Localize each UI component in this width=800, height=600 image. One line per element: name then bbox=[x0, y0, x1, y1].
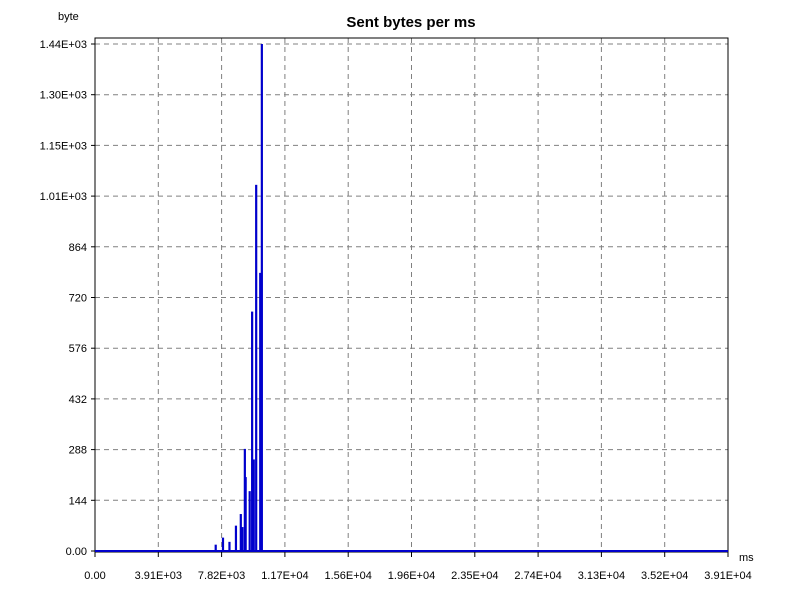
x-axis: 0.00 3.91E+03 7.82E+03 1.17E+04 1.56E+04 1.96… bbox=[84, 552, 752, 582]
x-tick-label: 2.35E+04 bbox=[451, 570, 498, 582]
x-tick-label: 3.13E+04 bbox=[578, 570, 625, 582]
x-tick-label: 3.52E+04 bbox=[641, 570, 688, 582]
y-tick-label: 1.30E+03 bbox=[40, 90, 87, 102]
bar bbox=[251, 311, 254, 551]
bars bbox=[214, 44, 263, 552]
x-tick-label: 3.91E+03 bbox=[135, 570, 182, 582]
bar bbox=[221, 537, 225, 551]
bar bbox=[239, 514, 242, 551]
x-tick-label: 2.74E+04 bbox=[514, 570, 561, 582]
y-tick-label: 1.01E+03 bbox=[40, 191, 87, 203]
x-tick-label: 1.17E+04 bbox=[261, 570, 308, 582]
bar bbox=[228, 541, 231, 551]
x-tick-label: 0.00 bbox=[84, 570, 105, 582]
y-tick-label: 720 bbox=[69, 293, 87, 305]
grid bbox=[95, 38, 728, 551]
y-tick-label: 576 bbox=[69, 343, 87, 355]
y-tick-label: 432 bbox=[69, 394, 87, 406]
y-tick-label: 0.00 bbox=[66, 546, 87, 558]
y-axis-unit: byte bbox=[58, 11, 79, 23]
x-tick-label: 3.91E+04 bbox=[704, 570, 751, 582]
bar bbox=[241, 527, 244, 551]
y-tick-label: 864 bbox=[69, 242, 87, 254]
x-axis-unit: ms bbox=[739, 552, 754, 564]
x-tick-label: 1.56E+04 bbox=[324, 570, 371, 582]
y-tick-label: 1.44E+03 bbox=[40, 39, 87, 51]
y-axis: 0.00 144 288 432 576 720 864 1.01E+03 1.15E+03 1.… bbox=[40, 39, 95, 558]
bar bbox=[255, 184, 258, 552]
chart-title: Sent bytes per ms bbox=[346, 14, 475, 31]
bar bbox=[259, 272, 262, 551]
bar bbox=[252, 459, 255, 551]
bar bbox=[248, 491, 251, 551]
bar bbox=[214, 544, 217, 551]
y-tick-label: 1.15E+03 bbox=[40, 140, 87, 152]
y-tick-label: 288 bbox=[69, 445, 87, 457]
bar bbox=[234, 525, 238, 551]
x-tick-label: 1.96E+04 bbox=[388, 570, 435, 582]
bar bbox=[260, 44, 263, 551]
x-tick-label: 7.82E+03 bbox=[198, 570, 245, 582]
y-tick-label: 144 bbox=[69, 495, 87, 507]
bar bbox=[244, 477, 247, 551]
